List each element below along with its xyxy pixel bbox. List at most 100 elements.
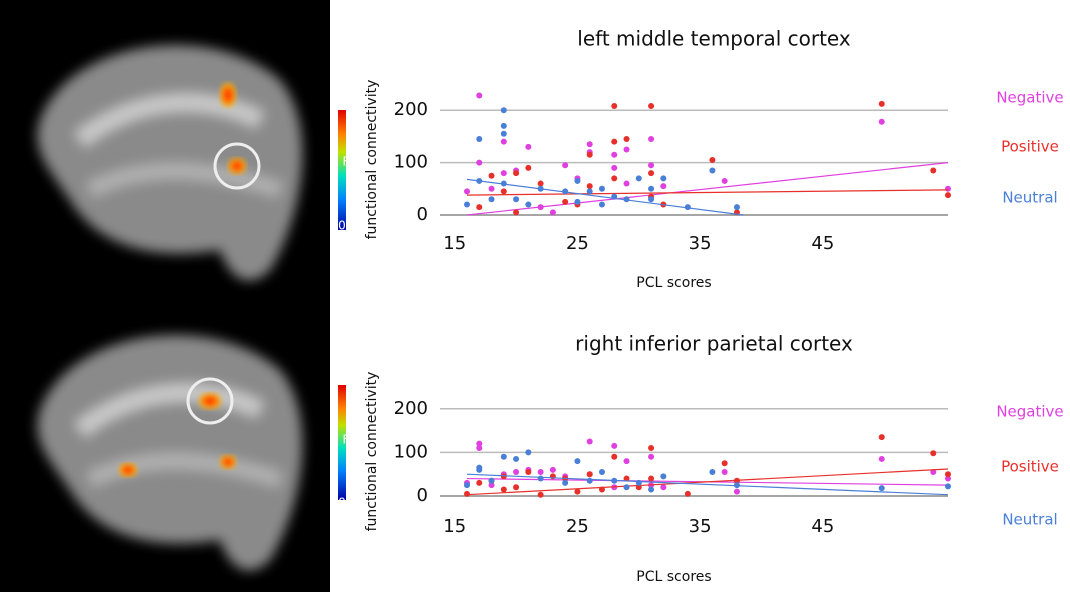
data-point — [611, 194, 617, 200]
x-tick-label: 45 — [811, 516, 834, 537]
colorbar-min: 0 — [338, 219, 346, 233]
data-point — [624, 136, 630, 142]
data-point — [709, 157, 715, 163]
x-tick-label: 15 — [443, 233, 466, 254]
y-tick-label: 100 — [394, 152, 428, 173]
activation — [119, 463, 137, 477]
data-point — [685, 204, 691, 210]
data-point — [611, 478, 617, 484]
data-point — [722, 178, 728, 184]
data-point — [513, 469, 519, 475]
data-point — [722, 460, 728, 466]
data-point — [574, 489, 580, 495]
data-point — [525, 202, 531, 208]
data-point — [648, 186, 654, 192]
data-point — [945, 186, 951, 192]
page: 11 F 0 11 F 0 left middle temporal corte… — [0, 0, 1070, 592]
data-point — [611, 152, 617, 158]
x-axis-label: PCL scores — [636, 569, 711, 585]
data-point — [501, 139, 507, 145]
data-point — [476, 465, 482, 471]
y-axis-label: functional connectivity — [364, 80, 380, 240]
data-point — [464, 482, 470, 488]
data-point — [945, 483, 951, 489]
data-point — [538, 469, 544, 475]
data-point — [648, 196, 654, 202]
colorbar-label: F — [343, 433, 350, 447]
data-point — [587, 183, 593, 189]
data-point — [476, 445, 482, 451]
data-point — [587, 188, 593, 194]
x-tick-label: 15 — [443, 516, 466, 537]
chart-title: left middle temporal cortex — [577, 27, 851, 51]
data-point — [476, 160, 482, 166]
data-point — [648, 162, 654, 168]
data-point — [574, 199, 580, 205]
data-point — [709, 167, 715, 173]
colorbar — [338, 110, 346, 230]
data-point — [930, 167, 936, 173]
data-point — [930, 450, 936, 456]
data-point — [879, 485, 885, 491]
data-point — [587, 141, 593, 147]
data-point — [501, 123, 507, 129]
data-point — [501, 181, 507, 187]
data-point — [660, 183, 666, 189]
legend-label: Neutral — [1002, 189, 1057, 207]
data-point — [945, 192, 951, 198]
data-point — [624, 484, 630, 490]
data-point — [648, 454, 654, 460]
data-point — [624, 147, 630, 153]
trend-line — [467, 179, 743, 215]
activation — [199, 393, 221, 409]
data-point — [587, 439, 593, 445]
data-point — [525, 144, 531, 150]
data-point — [562, 162, 568, 168]
data-point — [660, 175, 666, 181]
data-point — [525, 165, 531, 171]
data-point — [660, 484, 666, 490]
data-point — [648, 170, 654, 176]
y-tick-label: 200 — [394, 99, 428, 120]
data-point — [685, 491, 691, 497]
data-point — [648, 445, 654, 451]
data-point — [538, 186, 544, 192]
y-tick-label: 0 — [417, 204, 428, 225]
chart-title: right inferior parietal cortex — [575, 332, 853, 356]
data-point — [879, 456, 885, 462]
y-tick-label: 200 — [394, 398, 428, 419]
data-point — [501, 107, 507, 113]
data-point — [624, 181, 630, 187]
data-point — [513, 209, 519, 215]
data-point — [734, 489, 740, 495]
colorbar-label: F — [343, 155, 350, 169]
data-point — [501, 486, 507, 492]
data-point — [476, 480, 482, 486]
data-point — [550, 467, 556, 473]
data-point — [709, 469, 715, 475]
y-axis-label: functional connectivity — [364, 372, 380, 532]
data-point — [879, 101, 885, 107]
data-point — [513, 456, 519, 462]
y-tick-label: 0 — [417, 485, 428, 506]
data-point — [636, 480, 642, 486]
activation — [228, 158, 246, 174]
legend-label: Negative — [996, 403, 1063, 421]
data-point — [501, 188, 507, 194]
data-point — [599, 486, 605, 492]
data-point — [476, 204, 482, 210]
data-point — [624, 458, 630, 464]
x-tick-label: 25 — [566, 516, 589, 537]
data-point — [587, 478, 593, 484]
data-point — [538, 181, 544, 187]
data-point — [599, 186, 605, 192]
data-point — [489, 173, 495, 179]
data-point — [501, 454, 507, 460]
data-point — [660, 473, 666, 479]
activation — [220, 455, 236, 469]
colorbar-min: 0 — [338, 496, 346, 510]
data-point — [734, 482, 740, 488]
legend-label: Positive — [1001, 458, 1059, 476]
data-point — [636, 175, 642, 181]
data-point — [611, 454, 617, 460]
